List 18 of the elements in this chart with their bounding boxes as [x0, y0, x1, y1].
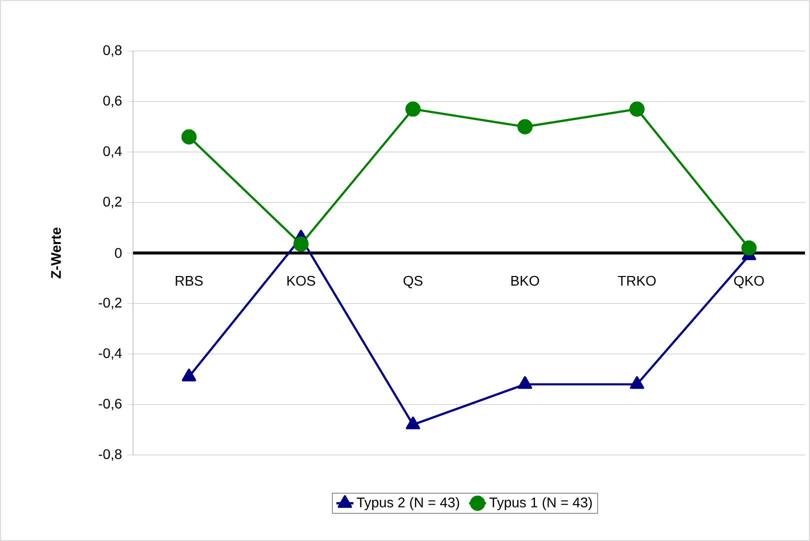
- y-axis-title: Z-Werte: [51, 228, 61, 278]
- x-tick-label: BKO: [511, 276, 540, 286]
- y-tick-label: 0,8: [103, 45, 122, 57]
- legend-label: Typus 1 (N = 43): [489, 497, 592, 510]
- y-tick-label: -0,2: [98, 298, 122, 310]
- x-tick-label: QS: [404, 276, 422, 288]
- x-tick-label: RBS: [176, 276, 203, 286]
- y-tick-label: 0,2: [103, 196, 122, 208]
- y-tick-label: -0,6: [98, 398, 122, 410]
- legend-label: Typus 2 (N = 43): [356, 497, 460, 510]
- y-tick-label: 0: [114, 248, 122, 258]
- y-tick-label: -0,8: [98, 449, 122, 461]
- y-tick-label: 0,4: [103, 146, 122, 158]
- x-tick-label: KOS: [287, 276, 316, 286]
- y-tick-label: -0,4: [98, 348, 122, 360]
- x-tick-label: TRKO: [618, 276, 656, 286]
- y-tick-label: 0,6: [103, 96, 122, 108]
- x-tick-label: QKO: [734, 276, 764, 288]
